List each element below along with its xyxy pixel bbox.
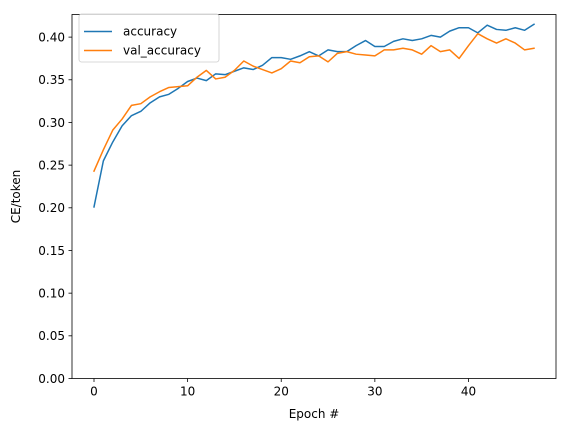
legend-label-val-accuracy: val_accuracy (123, 44, 201, 58)
y-tick-label: 0.40 (38, 30, 65, 44)
y-axis-label: CE/token (9, 170, 23, 224)
plot-frame (71, 14, 557, 379)
series-line-accuracy (93, 23, 536, 208)
y-tick-label: 0.25 (38, 158, 65, 172)
legend: accuracy val_accuracy (78, 13, 220, 63)
x-axis-ticks: 0 10 20 30 40 (90, 378, 476, 399)
y-tick-label: 0.05 (38, 329, 65, 343)
y-axis-ticks: 0.00 0.05 0.10 0.15 0.20 0.25 0.30 0.35 0.40 (38, 30, 72, 386)
y-tick-label: 0.30 (38, 116, 65, 130)
series-line-val-accuracy (93, 32, 535, 173)
x-tick-label: 40 (461, 385, 476, 399)
y-tick-label: 0.20 (38, 201, 65, 215)
x-axis-label: Epoch # (289, 407, 340, 421)
y-tick-label: 0.15 (38, 244, 65, 258)
y-tick-label: 0.00 (38, 372, 65, 386)
series-layer (93, 23, 536, 208)
x-tick-label: 30 (367, 385, 382, 399)
legend-label-accuracy: accuracy (123, 25, 177, 39)
x-tick-label: 20 (274, 385, 289, 399)
x-tick-label: 0 (90, 385, 98, 399)
x-tick-label: 10 (180, 385, 195, 399)
y-tick-label: 0.35 (38, 73, 65, 87)
legend-box (78, 13, 220, 63)
y-tick-label: 0.10 (38, 286, 65, 300)
